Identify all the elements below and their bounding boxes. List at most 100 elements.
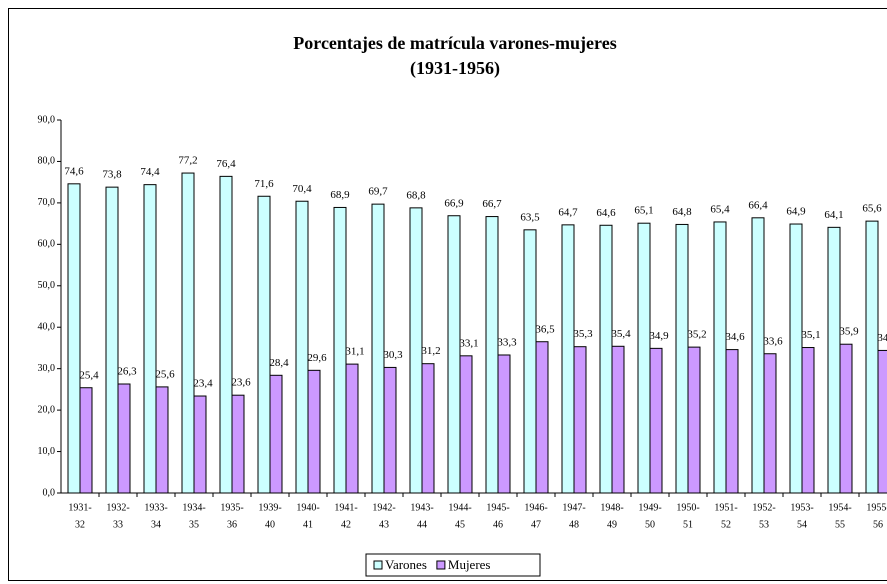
x-tick-label: 47 bbox=[531, 519, 541, 530]
value-label: 23,6 bbox=[231, 377, 251, 389]
x-tick-label: 1944- bbox=[448, 502, 471, 513]
bar bbox=[117, 383, 131, 494]
bar bbox=[865, 220, 879, 494]
y-tick-label: 30,0 bbox=[38, 363, 56, 374]
x-tick-label: 34 bbox=[151, 519, 161, 530]
x-tick-label: 1931- bbox=[68, 502, 91, 513]
x-tick-label: 1953- bbox=[790, 502, 813, 513]
bar bbox=[713, 221, 727, 494]
x-tick-label: 42 bbox=[341, 519, 351, 530]
x-tick-label: 1945- bbox=[486, 502, 509, 513]
x-tick-label: 1954- bbox=[828, 502, 851, 513]
x-tick-label: 1950- bbox=[676, 502, 699, 513]
x-tick-label: 36 bbox=[227, 519, 237, 530]
bar bbox=[877, 349, 887, 494]
x-tick-label: 1946- bbox=[524, 502, 547, 513]
value-label: 25,4 bbox=[79, 369, 99, 381]
bar bbox=[409, 207, 423, 494]
x-tick-label: 1935- bbox=[220, 502, 243, 513]
x-tick-label: 33 bbox=[113, 519, 123, 530]
bar bbox=[637, 222, 651, 494]
y-tick-label: 50,0 bbox=[38, 280, 56, 291]
bar bbox=[763, 353, 777, 494]
x-tick-label: 41 bbox=[303, 519, 313, 530]
value-label: 64,9 bbox=[786, 206, 806, 218]
value-label: 69,7 bbox=[368, 186, 388, 198]
x-tick-label: 1947- bbox=[562, 502, 585, 513]
legend-swatch bbox=[373, 560, 383, 570]
bar bbox=[219, 175, 233, 494]
value-label: 64,1 bbox=[824, 209, 843, 221]
value-label: 31,2 bbox=[421, 345, 440, 357]
value-label: 33,6 bbox=[763, 335, 783, 347]
value-label: 29,6 bbox=[307, 352, 327, 364]
bar bbox=[383, 366, 397, 494]
bar bbox=[535, 341, 549, 494]
x-tick-label: 49 bbox=[607, 519, 617, 530]
y-tick-label: 40,0 bbox=[38, 322, 56, 333]
y-tick-label: 90,0 bbox=[38, 114, 56, 125]
x-tick-label: 1939- bbox=[258, 502, 281, 513]
value-label: 65,4 bbox=[710, 203, 730, 215]
y-tick-label: 70,0 bbox=[38, 197, 56, 208]
value-label: 31,1 bbox=[345, 346, 364, 358]
value-label: 25,6 bbox=[155, 368, 175, 380]
bar bbox=[611, 345, 625, 494]
bar bbox=[231, 394, 245, 494]
x-tick-label: 55 bbox=[835, 519, 845, 530]
bar bbox=[193, 395, 207, 494]
value-label: 71,6 bbox=[254, 178, 274, 190]
x-tick-label: 1949- bbox=[638, 502, 661, 513]
x-tick-label: 1932- bbox=[106, 502, 129, 513]
value-label: 73,8 bbox=[102, 169, 122, 181]
value-label: 64,8 bbox=[672, 206, 692, 218]
x-tick-label: 1943- bbox=[410, 502, 433, 513]
bar bbox=[105, 186, 119, 494]
bar bbox=[257, 195, 271, 494]
value-label: 33,3 bbox=[497, 337, 517, 349]
x-tick-label: 51 bbox=[683, 519, 693, 530]
value-label: 68,8 bbox=[406, 189, 426, 201]
legend-label: Mujeres bbox=[448, 557, 491, 572]
bar bbox=[497, 354, 511, 494]
chart-subtitle: (1931-1956) bbox=[410, 58, 500, 79]
value-label: 34,6 bbox=[725, 331, 745, 343]
bar bbox=[345, 363, 359, 494]
bar bbox=[573, 346, 587, 494]
x-tick-label: 1940- bbox=[296, 502, 319, 513]
bar bbox=[485, 216, 499, 494]
value-label: 74,4 bbox=[140, 166, 160, 178]
bar bbox=[751, 217, 765, 494]
y-tick-label: 60,0 bbox=[38, 239, 56, 250]
bar bbox=[459, 355, 473, 494]
y-tick-label: 10,0 bbox=[38, 446, 56, 457]
chart-title: Porcentajes de matrícula varones-mujeres bbox=[293, 33, 616, 53]
value-label: 66,7 bbox=[482, 198, 502, 210]
x-tick-label: 1955- bbox=[866, 502, 887, 513]
bar bbox=[687, 346, 701, 494]
bar bbox=[371, 203, 385, 494]
x-tick-label: 52 bbox=[721, 519, 731, 530]
value-label: 77,2 bbox=[178, 155, 197, 167]
bar bbox=[725, 349, 739, 494]
bar bbox=[827, 226, 841, 494]
bar bbox=[839, 343, 853, 494]
value-label: 65,1 bbox=[634, 205, 653, 217]
value-label: 34,9 bbox=[649, 330, 669, 342]
value-label: 64,7 bbox=[558, 206, 578, 218]
y-tick-label: 20,0 bbox=[38, 404, 56, 415]
value-label: 74,6 bbox=[64, 165, 84, 177]
value-label: 66,9 bbox=[444, 197, 464, 209]
x-tick-label: 43 bbox=[379, 519, 389, 530]
bar bbox=[675, 223, 689, 494]
value-label: 26,3 bbox=[117, 366, 137, 378]
bar bbox=[67, 183, 81, 494]
value-label: 35,3 bbox=[573, 328, 593, 340]
x-tick-label: 1934- bbox=[182, 502, 205, 513]
bar bbox=[79, 387, 93, 494]
value-label: 36,5 bbox=[535, 323, 555, 335]
bar bbox=[181, 172, 195, 494]
value-label: 35,4 bbox=[611, 328, 631, 340]
legend-box bbox=[365, 553, 541, 577]
